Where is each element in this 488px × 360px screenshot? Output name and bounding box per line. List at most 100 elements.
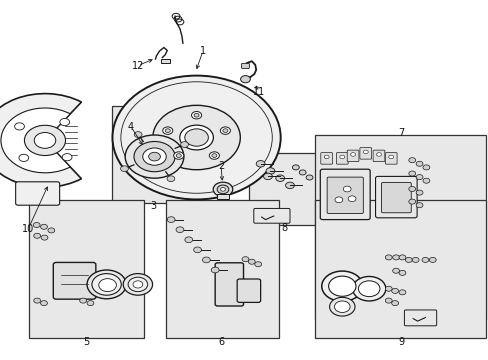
FancyBboxPatch shape	[372, 150, 384, 162]
Circle shape	[173, 152, 183, 159]
Text: 4: 4	[128, 122, 134, 132]
FancyBboxPatch shape	[346, 150, 358, 162]
Circle shape	[385, 298, 391, 303]
Circle shape	[41, 224, 47, 229]
Circle shape	[184, 129, 208, 146]
Circle shape	[92, 274, 121, 295]
FancyBboxPatch shape	[404, 310, 436, 326]
Circle shape	[328, 276, 355, 296]
Circle shape	[329, 297, 354, 316]
Text: 5: 5	[83, 337, 89, 347]
Circle shape	[415, 190, 422, 195]
Circle shape	[242, 257, 248, 262]
Circle shape	[405, 257, 411, 262]
Circle shape	[408, 158, 415, 163]
Circle shape	[24, 125, 65, 156]
Circle shape	[62, 154, 72, 161]
Circle shape	[128, 277, 147, 292]
Circle shape	[220, 188, 225, 191]
Circle shape	[292, 165, 299, 170]
Circle shape	[125, 135, 183, 178]
Circle shape	[265, 168, 274, 174]
Circle shape	[165, 129, 170, 132]
Circle shape	[153, 105, 240, 170]
Circle shape	[193, 247, 201, 253]
Circle shape	[415, 175, 422, 180]
Circle shape	[176, 227, 183, 233]
FancyBboxPatch shape	[215, 263, 243, 306]
FancyBboxPatch shape	[253, 208, 289, 223]
Circle shape	[217, 185, 228, 194]
Circle shape	[408, 186, 415, 192]
Circle shape	[392, 268, 399, 273]
Circle shape	[33, 222, 40, 228]
Circle shape	[334, 301, 349, 312]
Circle shape	[263, 173, 272, 180]
Circle shape	[112, 76, 280, 199]
Circle shape	[299, 170, 305, 175]
Text: 9: 9	[397, 337, 403, 347]
Bar	[315, 200, 485, 338]
Circle shape	[408, 199, 415, 204]
FancyBboxPatch shape	[320, 169, 369, 220]
Circle shape	[305, 175, 312, 180]
Circle shape	[352, 276, 385, 301]
Bar	[112, 106, 195, 203]
Text: 6: 6	[218, 337, 224, 347]
Circle shape	[376, 153, 381, 156]
Circle shape	[398, 290, 405, 295]
Circle shape	[180, 141, 188, 147]
Circle shape	[343, 186, 350, 192]
FancyBboxPatch shape	[320, 153, 332, 164]
Circle shape	[202, 257, 210, 263]
Circle shape	[415, 161, 422, 166]
Circle shape	[388, 155, 393, 159]
Text: 7: 7	[397, 128, 403, 138]
Circle shape	[211, 154, 217, 157]
Circle shape	[134, 141, 175, 172]
Circle shape	[213, 182, 232, 197]
Bar	[29, 200, 144, 338]
Circle shape	[87, 270, 126, 299]
Circle shape	[408, 171, 415, 176]
Circle shape	[180, 125, 213, 150]
Circle shape	[223, 129, 227, 132]
Circle shape	[334, 197, 342, 203]
Circle shape	[184, 237, 192, 243]
Bar	[217, 194, 228, 199]
FancyBboxPatch shape	[359, 148, 371, 159]
Circle shape	[398, 270, 405, 275]
Circle shape	[148, 152, 160, 161]
Text: 12: 12	[131, 60, 144, 71]
Circle shape	[240, 76, 250, 83]
Circle shape	[41, 235, 48, 240]
FancyBboxPatch shape	[375, 176, 416, 218]
Circle shape	[324, 155, 328, 159]
Circle shape	[398, 255, 405, 260]
Circle shape	[87, 301, 94, 306]
Circle shape	[41, 301, 47, 306]
Circle shape	[48, 228, 55, 233]
Circle shape	[415, 203, 422, 208]
Circle shape	[123, 274, 152, 295]
Circle shape	[422, 178, 429, 183]
FancyBboxPatch shape	[53, 262, 96, 299]
Circle shape	[34, 298, 41, 303]
Circle shape	[19, 154, 29, 161]
Circle shape	[34, 233, 41, 238]
Bar	[161, 59, 170, 63]
FancyBboxPatch shape	[385, 153, 396, 164]
Circle shape	[350, 153, 355, 156]
Circle shape	[392, 255, 399, 260]
Circle shape	[142, 148, 166, 165]
Circle shape	[385, 286, 391, 291]
Text: 11: 11	[252, 87, 265, 97]
Circle shape	[176, 154, 181, 157]
FancyBboxPatch shape	[336, 153, 347, 164]
Text: 10: 10	[22, 224, 35, 234]
Circle shape	[163, 127, 172, 134]
Text: 2: 2	[218, 161, 224, 171]
FancyBboxPatch shape	[326, 177, 363, 213]
Circle shape	[391, 288, 398, 293]
FancyBboxPatch shape	[241, 63, 249, 68]
